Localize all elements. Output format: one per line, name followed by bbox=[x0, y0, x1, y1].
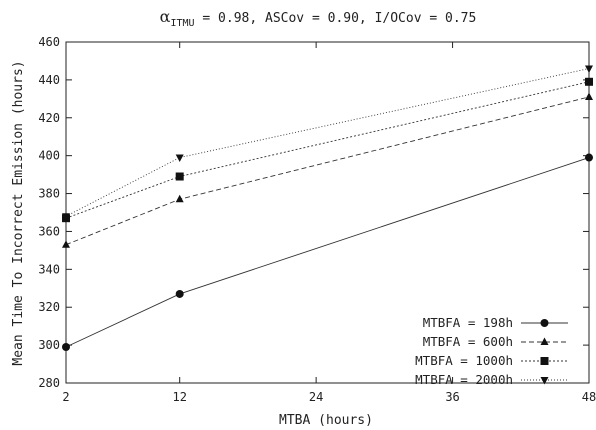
marker-triangle-down bbox=[585, 65, 593, 74]
series-line bbox=[65, 96, 590, 246]
y-tick-label: 380 bbox=[38, 187, 60, 201]
legend-item: MTBFA = 198h bbox=[423, 315, 568, 330]
title-subscript: ITMU bbox=[170, 18, 194, 29]
y-tick-label: 340 bbox=[38, 262, 60, 276]
x-tick-label: 12 bbox=[172, 390, 186, 404]
legend-item: MTBFA = 1000h bbox=[415, 353, 568, 368]
y-tick-label: 300 bbox=[38, 338, 60, 352]
legend: MTBFA = 198h MTBFA = 600h MTBFA = 1000h MTB… bbox=[415, 315, 568, 387]
y-tick-label: 420 bbox=[38, 111, 60, 125]
plot-frame bbox=[65, 41, 590, 384]
legend-item: MTBFA = 2000h bbox=[415, 372, 568, 387]
legend-item: MTBFA = 600h bbox=[423, 334, 568, 349]
series-4 bbox=[62, 65, 593, 221]
marker-triangle-up bbox=[585, 92, 593, 100]
marker-circle bbox=[62, 343, 70, 352]
series-line bbox=[65, 81, 590, 219]
marker-triangle-up bbox=[540, 337, 549, 345]
legend-label: MTBFA = 1000h bbox=[415, 353, 513, 368]
marker-triangle-up bbox=[62, 240, 70, 248]
x-tick-label: 2 bbox=[62, 390, 69, 404]
y-tick-label: 320 bbox=[38, 300, 60, 314]
marker-triangle-down bbox=[540, 377, 549, 385]
marker-circle bbox=[540, 319, 549, 327]
legend-label: MTBFA = 198h bbox=[423, 315, 513, 330]
marker-triangle-up bbox=[175, 194, 184, 203]
y-tick-label: 280 bbox=[38, 376, 60, 390]
series-line bbox=[65, 68, 590, 217]
x-tick-label: 24 bbox=[309, 390, 323, 404]
x-tick-label: 48 bbox=[582, 390, 596, 404]
title-rest: = 0.98, ASCov = 0.90, I/OCov = 0.75 bbox=[195, 11, 477, 26]
marker-square bbox=[540, 357, 549, 365]
legend-label: MTBFA = 2000h bbox=[415, 372, 513, 387]
y-tick-label: 400 bbox=[38, 149, 60, 163]
legend-label: MTBFA = 600h bbox=[423, 334, 513, 349]
marker-square bbox=[585, 77, 593, 86]
marker-circle bbox=[585, 153, 593, 162]
y-tick-label: 460 bbox=[38, 35, 60, 49]
y-tick-label: 360 bbox=[38, 224, 60, 238]
marker-circle bbox=[175, 289, 184, 298]
y-axis-label: Mean Time To Incorrect Emission (hours) bbox=[11, 60, 26, 365]
x-tick-label: 36 bbox=[445, 390, 459, 404]
y-tick-label: 440 bbox=[38, 73, 60, 87]
series-2 bbox=[62, 92, 593, 248]
series-group bbox=[62, 65, 593, 352]
x-axis-label: MTBA (hours) bbox=[279, 413, 373, 428]
marker-square bbox=[175, 172, 184, 181]
series-1 bbox=[62, 153, 593, 352]
title-alpha: α bbox=[160, 7, 171, 26]
axes: 280 300 320 340 360 380 400 420 440 460 2 12 24 36 48 bbox=[38, 35, 596, 404]
series-3 bbox=[62, 77, 593, 223]
marker-triangle-down bbox=[62, 213, 70, 221]
marker-triangle-down bbox=[175, 154, 184, 163]
chart-title: αITMU = 0.98, ASCov = 0.90, I/OCov = 0.7… bbox=[160, 7, 477, 29]
